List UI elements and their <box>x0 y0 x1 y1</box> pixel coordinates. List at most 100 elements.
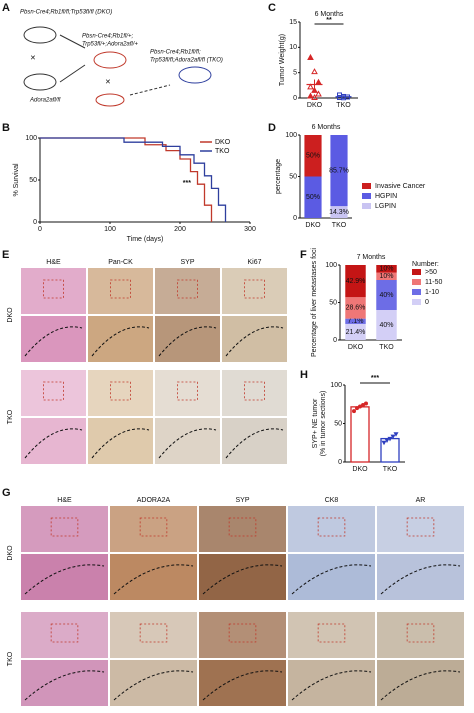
micrograph <box>155 370 220 416</box>
x-tick-label: 100 <box>104 226 116 233</box>
y-tick-label: 100 <box>285 132 297 139</box>
column-label: ADORA2A <box>137 497 171 504</box>
legend-label: LGPIN <box>375 203 396 210</box>
mouse <box>23 26 57 44</box>
y-axis-label: percentage <box>275 159 282 194</box>
micrograph <box>222 370 287 416</box>
y-tick-label: 10 <box>289 44 297 51</box>
data-point <box>315 90 322 97</box>
data-point <box>311 86 318 93</box>
zoom-box <box>139 623 168 643</box>
data-point <box>307 83 314 90</box>
zoom-box <box>317 623 346 643</box>
column-label: Ki67 <box>247 259 261 266</box>
y-tick-label: 50 <box>29 177 37 184</box>
bar-segment <box>330 135 348 207</box>
region-outline <box>24 326 83 357</box>
x-tick-label: TKO <box>383 466 398 473</box>
x-tick-label: DKO <box>352 466 368 473</box>
y-axis-label: % Survival <box>13 163 20 197</box>
value-label: 14.3% <box>329 209 349 216</box>
y-tick-label: 50 <box>289 173 297 180</box>
cross: ✕ <box>30 55 36 62</box>
legend-label: 11-50 <box>425 279 442 286</box>
micrograph <box>155 316 220 362</box>
data-point <box>361 403 365 408</box>
bar-segment <box>304 135 322 177</box>
micrograph <box>199 506 286 552</box>
region-outline <box>225 428 284 459</box>
value-label: 40% <box>379 292 393 299</box>
zoom-box <box>110 381 131 401</box>
y-tick-label: 5 <box>293 70 297 77</box>
micrograph <box>377 554 464 600</box>
micrograph <box>288 612 375 658</box>
column-label: H&E <box>57 497 72 504</box>
legend-label: >50 <box>425 269 437 276</box>
data-point <box>364 401 368 406</box>
annotation: ** <box>326 17 332 24</box>
data-point <box>358 404 362 409</box>
row-label: DKO <box>7 307 14 323</box>
data-point <box>307 92 314 99</box>
bar-segment <box>376 280 397 310</box>
legend-swatch <box>362 183 371 189</box>
micrograph <box>21 418 86 464</box>
x-tick-label: TKO <box>336 102 351 109</box>
micrograph <box>155 418 220 464</box>
micrographs <box>21 268 464 706</box>
value-label: 21.4% <box>346 329 366 336</box>
data-point <box>341 95 346 101</box>
mouse <box>95 93 125 107</box>
region-outline <box>24 670 105 701</box>
chart-title: 6 Months <box>312 124 341 131</box>
x-tick-label: DKO <box>307 102 323 109</box>
region-outline <box>158 428 217 459</box>
legend-label: DKO <box>215 139 231 146</box>
micrograph <box>222 418 287 464</box>
arrow <box>129 84 171 96</box>
arrow <box>59 34 86 83</box>
row-label: DKO <box>7 545 14 561</box>
legend-label: 1-10 <box>425 289 439 296</box>
legend-swatch <box>412 279 421 285</box>
y-tick-label: 0 <box>33 219 37 226</box>
micrograph <box>88 370 153 416</box>
panel-letter: A <box>2 2 10 14</box>
x-tick-label: TKO <box>379 344 394 351</box>
region-outline <box>225 326 284 357</box>
survival-line <box>40 137 227 222</box>
micrograph <box>222 268 287 314</box>
zoom-box <box>110 279 131 299</box>
genotype: Trp53fl/fl;Adora2afl/fl (TKO) <box>150 58 223 64</box>
genotype: Adora2afl/fl <box>29 98 61 104</box>
region-outline <box>202 564 283 595</box>
micrograph <box>288 506 375 552</box>
micrograph <box>377 612 464 658</box>
micrograph <box>155 268 220 314</box>
data-point <box>355 406 359 411</box>
cross: ✕ <box>105 79 111 86</box>
x-tick-label: DKO <box>305 222 321 229</box>
bar-segment <box>330 206 348 218</box>
chart-title: 7 Months <box>357 254 386 261</box>
micrograph <box>110 660 197 706</box>
panel-letter: D <box>268 122 276 134</box>
bar-segment <box>376 265 397 273</box>
legend-swatch <box>362 203 371 209</box>
data-point <box>387 436 393 442</box>
y-tick-label: 0 <box>293 215 297 222</box>
bar-segment <box>376 310 397 340</box>
micrograph <box>110 612 197 658</box>
value-label: 50% <box>306 194 320 201</box>
micrograph <box>199 612 286 658</box>
micrograph <box>21 268 86 314</box>
bar-segment <box>376 272 397 280</box>
zoom-box <box>228 623 257 643</box>
genotype: Pbsn-Cre4;Rb1fl/+; <box>82 34 134 40</box>
micrograph <box>21 612 108 658</box>
region-outline <box>113 564 194 595</box>
micrograph <box>21 660 108 706</box>
data-point <box>337 94 342 100</box>
survival-line <box>40 137 213 222</box>
